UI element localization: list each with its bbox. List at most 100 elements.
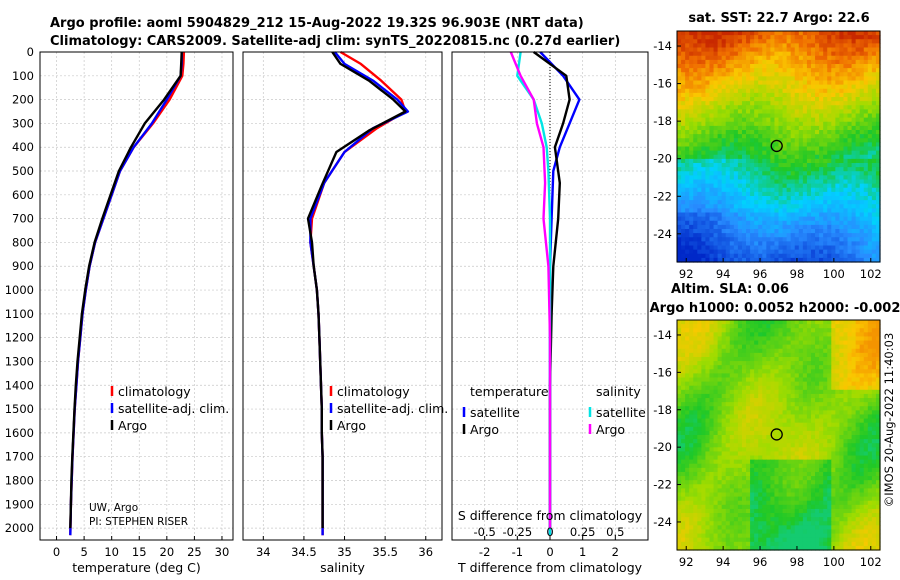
y-tick-label: 1400 [5, 378, 34, 392]
map-y-tick-label: -22 [653, 189, 672, 203]
x-tick-label: 0 [53, 545, 60, 559]
map-x-tick-label: 94 [716, 267, 731, 281]
series-line-salinity-argo [509, 51, 552, 529]
map-y-tick-label: -24 [653, 515, 672, 529]
map-y-tick-label: -18 [653, 114, 672, 128]
plot-area [243, 52, 442, 540]
s-tick-label: -0.25 [502, 525, 532, 539]
map-cells [677, 320, 881, 551]
legend-label: satellite [596, 405, 646, 420]
map-y-tick-label: -18 [653, 403, 672, 417]
s-tick-label: 0 [546, 525, 553, 539]
y-tick-label: 2000 [5, 521, 34, 535]
plot-frame [39, 51, 234, 541]
legend-label: Argo [596, 422, 625, 437]
legend-label: satellite [470, 405, 520, 420]
y-tick-label: 300 [12, 116, 34, 130]
x-tick-label: 1 [579, 545, 586, 559]
map-x-tick-label: 92 [679, 555, 694, 569]
x-tick-label: -1 [512, 545, 523, 559]
title-line-2: Climatology: CARS2009. Satellite-adj cli… [50, 34, 620, 49]
map-x-tick-label: 92 [679, 267, 694, 281]
legend-title-salinity: salinity [596, 384, 641, 399]
difference-panel: -2 -1 0 1 2T difference from climatology S di… [451, 51, 649, 575]
map-x-tick-label: 98 [790, 555, 805, 569]
map-y-tick-label: -14 [653, 328, 672, 342]
x-tick-label: 34.5 [291, 545, 317, 559]
map-x-tick-label: 102 [860, 555, 882, 569]
legend-label: satellite-adj. clim. [118, 401, 229, 416]
sst-map-title: sat. SST: 22.7 Argo: 22.6 [688, 11, 869, 26]
credit-line-2: PI: STEPHEN RISER [89, 516, 188, 528]
map-y-tick-label: -20 [653, 440, 672, 454]
y-tick-label: 1100 [5, 307, 34, 321]
plot-area [40, 52, 233, 540]
x-axis-label: salinity [320, 560, 365, 575]
x-axis-label: T difference from climatology [457, 560, 643, 575]
y-tick-label: 1800 [5, 473, 34, 487]
x-tick-label: 25 [187, 545, 202, 559]
y-tick-label: 1600 [5, 426, 34, 440]
x-tick-label: 36 [418, 545, 433, 559]
sst-map-panel: 92 94 96 98 100 102 -14 -16 -18 -20 -22 -24 [653, 30, 882, 281]
sla-map-panel: 92 94 96 98 100 102 -14 -16 -18 -20 -22 -24 [653, 319, 882, 569]
map-y-tick-label: -16 [653, 77, 672, 91]
map-y-tick-label: -22 [653, 478, 672, 492]
x-tick-label: 20 [160, 545, 175, 559]
map-x-tick-label: 96 [753, 555, 768, 569]
x-tick-label: 34 [256, 545, 271, 559]
y-tick-label: 1700 [5, 450, 34, 464]
argo-location-marker [770, 139, 783, 153]
map-frame [676, 319, 881, 551]
y-tick-label: 500 [12, 164, 34, 178]
map-x-tick-label: 100 [823, 555, 845, 569]
map-y-tick-label: -16 [653, 365, 672, 379]
s-tick-label: -0.5 [473, 525, 495, 539]
y-tick-label: 900 [12, 259, 34, 273]
s-tick-label: 0.5 [606, 525, 624, 539]
map-cells [677, 31, 881, 263]
legend-label: Argo [118, 418, 147, 433]
y-tick-label: 200 [12, 93, 34, 107]
legend-label: Argo [470, 422, 499, 437]
legend-title-temperature: temperature [470, 384, 549, 399]
sla-map-title-line-1: Altim. SLA: 0.06 [671, 282, 789, 297]
y-tick-label: 600 [12, 188, 34, 202]
legend-label: climatology [337, 384, 410, 399]
x-tick-label: -2 [479, 545, 490, 559]
map-y-tick-label: -24 [653, 227, 672, 241]
legend-label: climatology [118, 384, 191, 399]
legend-label: Argo [337, 418, 366, 433]
argo-location-marker [770, 428, 783, 441]
x-tick-label: 35.5 [372, 545, 398, 559]
y-tick-label: 1200 [5, 331, 34, 345]
temperature-panel: 0100200300400500600700800900100011001200… [5, 45, 234, 575]
sla-map-title-line-2: Argo h1000: 0.0052 h2000: -0.002 [650, 301, 900, 316]
map-y-tick-label: -14 [653, 39, 672, 53]
x-tick-label: 35 [337, 545, 352, 559]
plot-frame [451, 51, 649, 541]
series-line-argo [306, 51, 407, 529]
x-tick-label: 30 [215, 545, 230, 559]
y-tick-label: 800 [12, 235, 34, 249]
series-line-argo [69, 51, 183, 529]
x-tick-label: 10 [104, 545, 119, 559]
map-x-tick-label: 102 [860, 267, 882, 281]
y-tick-label: 1900 [5, 497, 34, 511]
imos-stamp: ©IMOS 20-Aug-2022 11:40:03 [882, 333, 896, 508]
y-tick-label: 1000 [5, 283, 34, 297]
credit-line-1: UW, Argo [89, 502, 138, 514]
map-x-tick-label: 100 [823, 267, 845, 281]
y-tick-label: 700 [12, 212, 34, 226]
title-line-1: Argo profile: aoml 5904829_212 15-Aug-20… [50, 16, 584, 31]
x-tick-label: 2 [612, 545, 619, 559]
map-x-tick-label: 94 [716, 555, 731, 569]
legend-label: satellite-adj. clim. [337, 401, 448, 416]
x-axis-label: temperature (deg C) [72, 560, 201, 575]
x-tick-label: 15 [132, 545, 147, 559]
y-tick-label: 1300 [5, 354, 34, 368]
map-x-tick-label: 98 [790, 267, 805, 281]
map-frame [676, 30, 881, 263]
y-tick-label: 0 [27, 45, 34, 59]
s-tick-label: 0.25 [570, 525, 596, 539]
